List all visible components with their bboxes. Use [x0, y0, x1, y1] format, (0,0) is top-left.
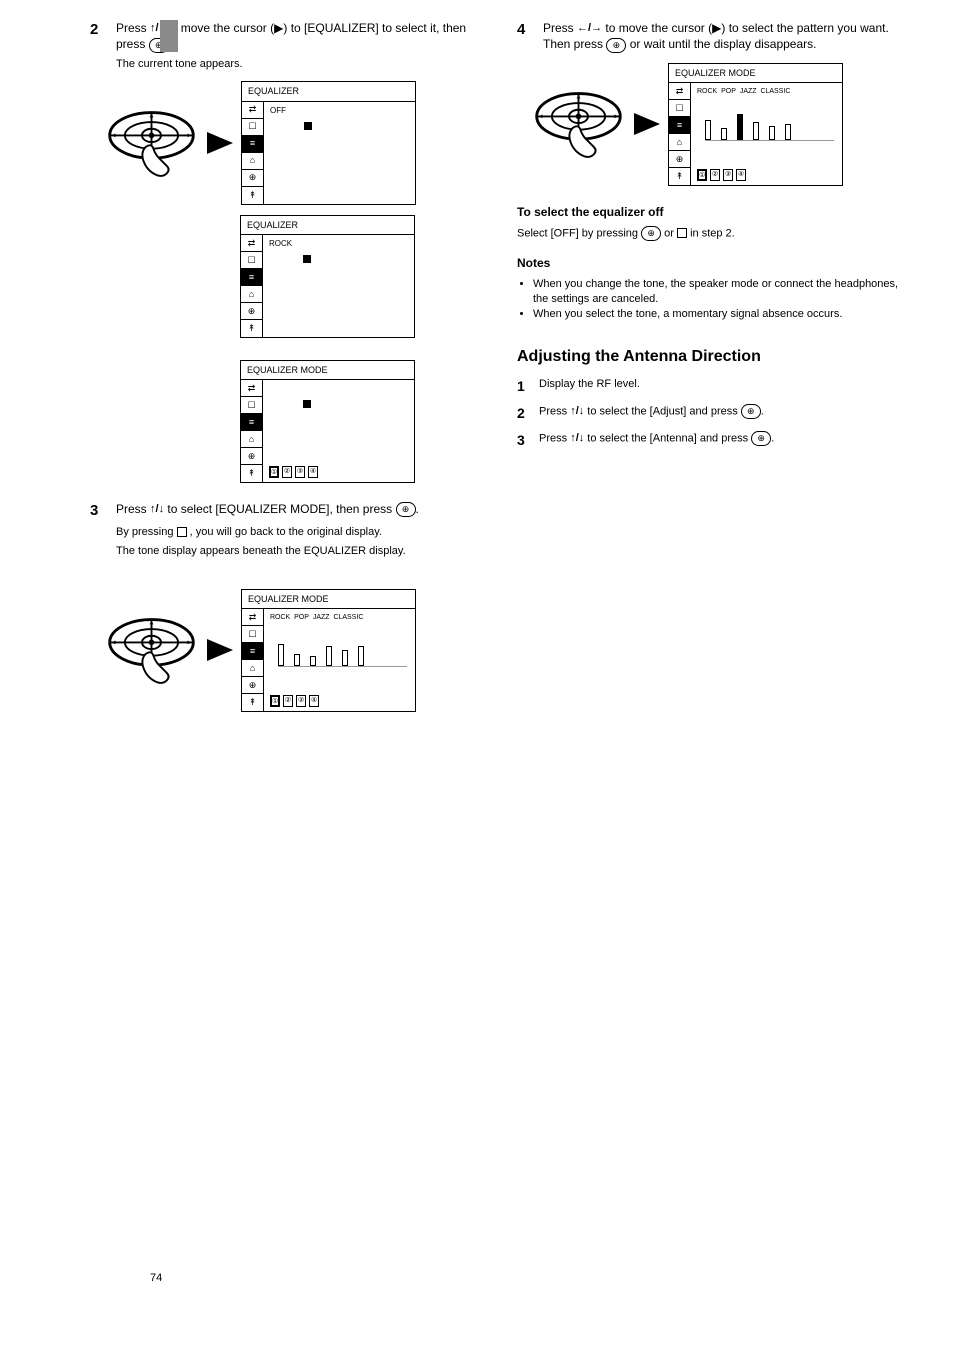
remote-dpad-illustration: [104, 103, 199, 183]
step-3-note1: By pressing , you will go back to the or…: [116, 525, 487, 540]
up-down-icon: ↑/↓: [570, 431, 584, 446]
enter-icon: ⊕: [606, 38, 626, 53]
screen-equalizer-rock: EQUALIZER ⇄☐≡⌂⊕↟ ROCK: [240, 215, 415, 338]
step-4: 4 Press ←/→ to move the cursor (▶) to se…: [517, 20, 914, 186]
arrow-icon: [207, 639, 233, 661]
tone-1: ①: [269, 466, 279, 478]
page-tab: [160, 20, 178, 52]
right-column: 4 Press ←/→ to move the cursor (▶) to se…: [517, 20, 914, 730]
left-right-icon: ←/→: [577, 21, 602, 36]
cursor-indicator: [303, 255, 311, 263]
step-4-figure: EQUALIZER MODE ⇄☐≡⌂⊕↟ ROCK POP JAZZ CLAS…: [531, 63, 914, 186]
screen-iconbar: ⇄☐≡⌂⊕↟: [241, 235, 263, 337]
antenna-step-1: 1Display the RF level.: [517, 377, 914, 396]
step-2-note: The current tone appears.: [116, 57, 487, 72]
screen-title: EQUALIZER MODE: [241, 361, 414, 380]
screen-eq-select: EQUALIZER MODE ⇄☐≡⌂⊕↟ ROCK POP JAZZ CLAS…: [668, 63, 843, 186]
enter-icon: ⊕: [396, 502, 416, 517]
screen-iconbar: ⇄☐≡⌂⊕↟: [242, 609, 264, 711]
remote-dpad-illustration: [531, 84, 626, 164]
step-3: 3 Press ↑/↓ to select [EQUALIZER MODE], …: [90, 501, 487, 712]
step-2-figure: EQUALIZER ⇄☐≡⌂⊕↟ OFF: [104, 81, 487, 204]
tone-3: ③: [295, 466, 305, 478]
enter-icon: ⊕: [751, 431, 771, 446]
screen-caption: OFF: [270, 106, 286, 117]
antenna-step-2: 2 Press ↑/↓ to select the [Adjust] and p…: [517, 404, 914, 423]
notes-list: When you change the tone, the speaker mo…: [533, 277, 914, 322]
antenna-step-3: 3 Press ↑/↓ to select the [Antenna] and …: [517, 431, 914, 450]
tone-4: ④: [308, 466, 318, 478]
enter-icon: ⊕: [741, 404, 761, 419]
step-number: 2: [90, 20, 108, 40]
note-item: When you select the tone, a momentary si…: [533, 307, 914, 322]
arrow-icon: [634, 113, 660, 135]
up-down-icon: ↑/↓: [570, 404, 584, 419]
stop-icon: [677, 228, 687, 238]
screen-equalizer-off: EQUALIZER ⇄☐≡⌂⊕↟ OFF: [241, 81, 416, 204]
screen-title: EQUALIZER: [242, 82, 415, 101]
step-3-figure: EQUALIZER MODE ⇄☐≡⌂⊕↟ ROCK POP JAZZ CLAS…: [104, 589, 487, 712]
step-3-note2: The tone display appears beneath the EQU…: [116, 544, 487, 559]
tone-2: ②: [282, 466, 292, 478]
stop-icon: [177, 527, 187, 537]
screen-iconbar: ⇄☐≡⌂⊕↟: [669, 83, 691, 185]
arrow-icon: [207, 132, 233, 154]
up-down-icon: ↑/↓: [150, 502, 164, 517]
screen-iconbar: ⇄☐≡⌂⊕↟: [241, 380, 263, 482]
screen-title: EQUALIZER MODE: [242, 590, 415, 609]
step-2: 2 Press ↑/↓ to move the cursor (▶) to [E…: [90, 20, 487, 483]
antenna-section: Adjusting the Antenna Direction 1Display…: [517, 346, 914, 450]
left-column: 2 Press ↑/↓ to move the cursor (▶) to [E…: [90, 20, 487, 730]
cancel-heading: To select the equalizer off: [517, 204, 914, 220]
cursor-indicator: [303, 400, 311, 408]
remote-dpad-illustration: [104, 610, 199, 690]
cancel-text: Select [OFF] by pressing ⊕ or in step 2.: [517, 226, 914, 241]
step-number: 4: [517, 20, 535, 40]
cursor-indicator: [304, 122, 312, 130]
notes-heading: Notes: [517, 255, 914, 271]
screen-iconbar: ⇄☐≡⌂⊕↟: [242, 102, 264, 204]
screen-eq-bars: EQUALIZER MODE ⇄☐≡⌂⊕↟ ROCK POP JAZZ CLAS…: [241, 589, 416, 712]
screen-title: EQUALIZER MODE: [669, 64, 842, 83]
eq-labels: ROCK POP JAZZ CLASSIC: [270, 613, 363, 622]
note-item: When you change the tone, the speaker mo…: [533, 277, 914, 307]
eq-labels: ROCK POP JAZZ CLASSIC: [697, 87, 790, 96]
screen-title: EQUALIZER: [241, 216, 414, 235]
antenna-title: Adjusting the Antenna Direction: [517, 346, 914, 368]
screen-equalizer-mode: EQUALIZER MODE ⇄☐≡⌂⊕↟ ① ② ③ ④: [240, 360, 415, 483]
step-number: 3: [90, 501, 108, 521]
step-4-text: Press ←/→ to move the cursor (▶) to sele…: [543, 20, 914, 53]
screen-caption: ROCK: [269, 239, 292, 250]
step-3-text: Press ↑/↓ to select [EQUALIZER MODE], th…: [116, 501, 419, 517]
page-number: 74: [150, 1271, 162, 1286]
enter-icon: ⊕: [641, 226, 661, 241]
